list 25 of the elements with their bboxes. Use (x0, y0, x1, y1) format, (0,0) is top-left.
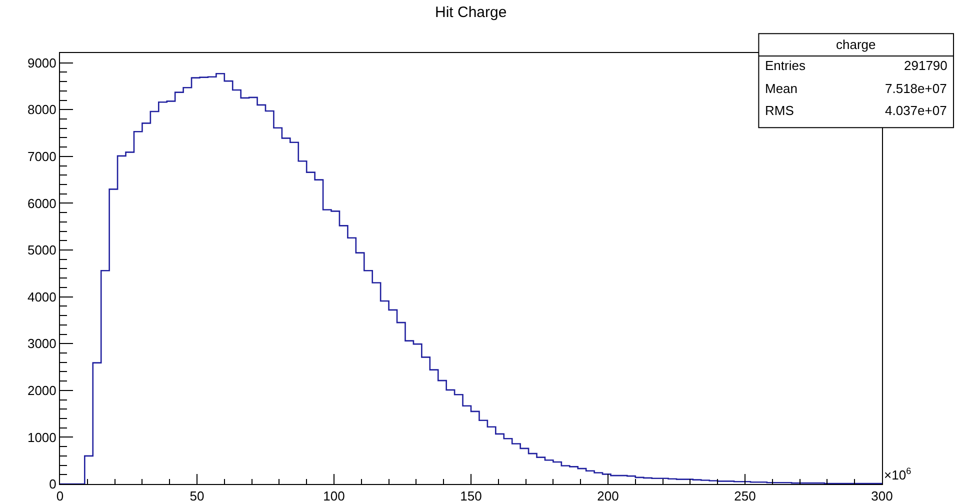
y-tick-label: 3000 (27, 336, 56, 352)
y-tick-label: 1000 (27, 430, 56, 445)
y-tick-label: 9000 (27, 55, 56, 70)
x-tick-label: 200 (597, 488, 619, 503)
annotation: Mean (765, 81, 798, 96)
y-tick-label: 8000 (27, 102, 56, 118)
y-tick-label: 0 (49, 476, 56, 492)
chart-title: Hit Charge (435, 4, 507, 21)
y-tick-label: 2000 (27, 382, 56, 398)
x-tick-label: 150 (460, 488, 482, 503)
annotation: Entries (765, 58, 806, 73)
text: charge (836, 37, 876, 52)
x-tick-label: 300 (871, 488, 893, 503)
y-tick-label: 5000 (27, 242, 56, 258)
x-tick-label: 250 (734, 488, 756, 503)
y-tick-label: 4000 (27, 289, 56, 304)
annotation: RMS (765, 103, 794, 118)
text: ×10$^{6}$ (884, 466, 912, 482)
x-tick-label: 100 (323, 488, 345, 503)
text: 291790 (904, 58, 948, 73)
text: 7.518e+07 (885, 81, 947, 96)
y-tick-label: 6000 (27, 196, 56, 211)
x-tick-label: 50 (190, 488, 204, 503)
y-tick-label: 7000 (27, 148, 56, 164)
text: 4.037e+07 (885, 103, 947, 118)
